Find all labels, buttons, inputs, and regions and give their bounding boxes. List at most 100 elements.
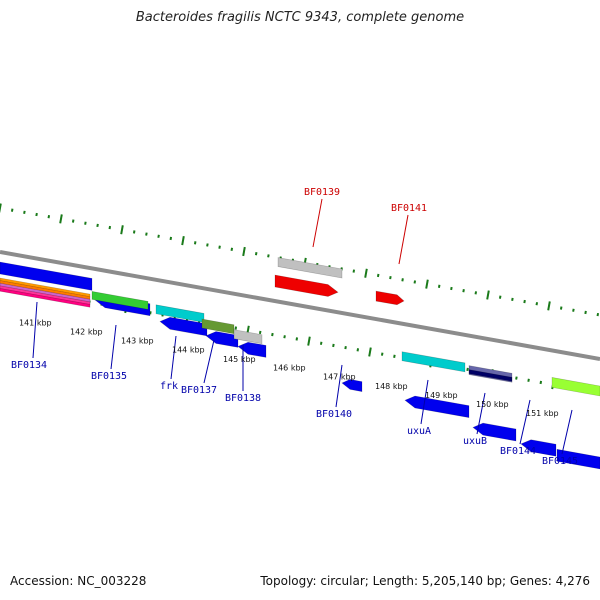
outer-tick [10,208,14,212]
leader-line [476,392,486,435]
feature-tracks [0,257,600,470]
category-bar-bf0139 [277,257,343,279]
gene-label: BF0145 [542,456,578,467]
inner-tick [539,380,543,385]
outer-tick [462,289,465,293]
gene-arrow-uxua [404,395,470,418]
gene-arrow-bf0139 [274,274,339,297]
inner-tick [356,348,360,352]
label-leaders [32,198,573,455]
outer-tick [254,252,258,256]
outer-tick [120,225,124,235]
outer-tick [425,279,429,289]
accession-text: Accession: NC_003228 [10,574,147,588]
leader-line [32,301,38,359]
outer-tick [181,236,185,246]
gene-label: BF0141 [391,203,427,214]
scale-label: 149 kbp [425,391,458,400]
outer-tick [559,306,563,310]
gene-arrow-bf0141 [375,290,405,306]
outer-tick [535,302,539,306]
category-bar [233,329,263,345]
outer-tick [401,278,404,282]
scale-label: 144 kbp [172,346,205,355]
outer-tick [47,215,51,219]
inner-tick [380,352,384,356]
gene-arrow-bf0137 [205,331,239,348]
scale-label: 141 kbp [19,318,52,327]
outer-tick [96,223,99,228]
genome-summary-text: Topology: circular; Length: 5,205,140 bp… [260,574,590,588]
category-bar [468,369,513,382]
leader-line [398,214,409,265]
backbone-line [0,250,600,361]
outer-tick [437,284,441,288]
outer-tick [218,245,221,249]
outer-tick [523,299,526,304]
outer-tick [206,243,209,247]
scale-labels: 141 kbp 142 kbp 143 kbp 144 kbp 145 kbp 146 k… [19,318,559,417]
gene-label: BF0134 [11,360,47,371]
gene-label: BF0138 [225,393,261,404]
annotation-stripe [0,288,91,308]
gene-arrow-bf0140 [341,379,363,392]
inner-tick [332,343,335,348]
outer-tick [193,241,197,245]
outer-tick [352,269,356,273]
gene-label: BF0139 [304,187,340,198]
inner-tick [295,337,299,341]
scale-label: 148 kbp [375,382,408,391]
leader-line [203,339,215,384]
leader-line [420,379,429,425]
outer-tick [450,286,453,291]
inner-tick [258,330,262,335]
scale-label: 145 kbp [223,355,256,364]
inner-tick [234,326,238,330]
gene-arrow-bf0145 [556,448,600,470]
scale-label: 142 kbp [70,327,103,336]
outer-tick [169,236,173,241]
inner-tick [527,378,530,382]
leader-line [335,364,343,408]
scale-label: 150 kbp [476,400,509,409]
outer-tick [376,273,380,278]
inner-tick [515,376,518,380]
outer-tick [547,301,551,311]
outer-tick [84,221,87,225]
gene-label: BF0144 [500,446,536,457]
scale-label: 151 kbp [526,409,559,418]
leader-line [110,324,117,370]
leader-line [519,399,531,445]
gene-arrow-frk [159,316,208,337]
inner-tick [319,341,323,345]
gene-label: uxuB [463,436,487,447]
outer-tick [584,310,587,315]
outer-tick [486,290,490,300]
inner-tick [393,354,396,358]
category-bar [91,291,149,310]
inner-tick [344,345,347,350]
inner-tick [283,335,286,339]
outer-tick [35,212,38,217]
outer-tick [511,297,514,302]
outer-tick [596,312,600,317]
scale-label: 146 kbp [273,364,306,373]
gene-labels: BF0139 BF0141 BF0134 BF0135 frk BF0137 BF0138 B… [11,187,578,467]
inner-tick [149,311,152,315]
inner-tick [466,367,469,372]
gene-arrow-uxub [472,422,517,442]
category-bar [551,377,600,397]
inner-tick [368,347,372,357]
outer-tick [59,214,63,224]
category-bar [401,351,466,373]
outer-tick [23,210,26,215]
outer-tick [145,232,148,236]
gene-label: uxuA [407,426,431,437]
inner-tick [307,336,311,346]
outer-tick [267,254,270,258]
inner-tick [271,332,274,337]
leader-line [170,335,177,380]
gene-arrow-bf0138 [237,341,267,358]
map-title: Bacteroides fragilis NCTC 9343, complete… [135,10,465,25]
